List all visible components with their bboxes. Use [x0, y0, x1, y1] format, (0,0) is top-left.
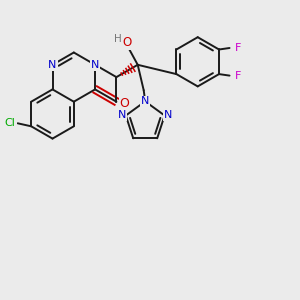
- Text: O: O: [120, 97, 130, 110]
- Text: N: N: [164, 110, 172, 121]
- Text: F: F: [235, 70, 242, 81]
- Text: N: N: [141, 96, 149, 106]
- Text: N: N: [91, 60, 99, 70]
- Text: F: F: [235, 43, 242, 53]
- Text: N: N: [48, 60, 57, 70]
- Text: O: O: [123, 36, 132, 49]
- Text: Cl: Cl: [5, 118, 16, 128]
- Text: N: N: [118, 110, 126, 121]
- Text: H: H: [114, 34, 122, 44]
